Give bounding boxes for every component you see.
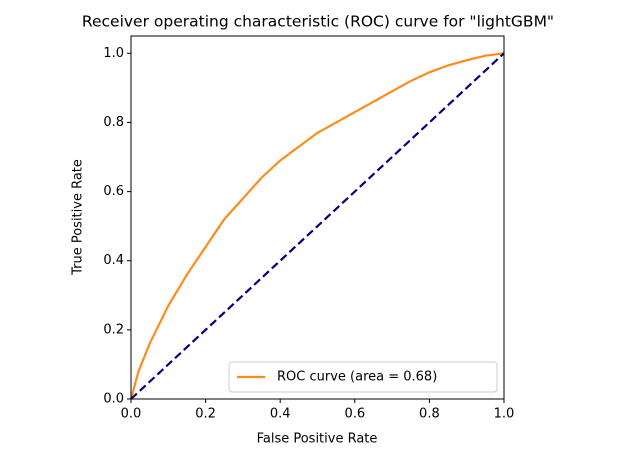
y-tick-label: 0.8	[103, 115, 124, 130]
y-tick-label: 0.6	[103, 184, 124, 199]
x-tick-label: 0.2	[195, 407, 216, 422]
x-axis-label: False Positive Rate	[257, 432, 378, 447]
x-tick-label: 0.0	[121, 407, 142, 422]
x-tick-label: 0.6	[344, 407, 365, 422]
series-line	[129, 52, 505, 400]
legend-box	[228, 361, 498, 393]
y-tick-label: 0.4	[103, 253, 124, 268]
legend-label: ROC curve (area = 0.68)	[277, 370, 437, 385]
y-tick-label: 1.0	[103, 46, 124, 61]
plot-frame	[130, 35, 505, 400]
x-tick-label: 0.8	[419, 407, 440, 422]
y-tick-label: 0.2	[103, 322, 124, 337]
x-tick-label: 1.0	[494, 407, 515, 422]
y-tick-label: 0.0	[103, 392, 124, 407]
x-tick-label: 0.4	[270, 407, 291, 422]
y-axis-label: True Positive Rate	[71, 159, 86, 276]
chart-title: Receiver operating characteristic (ROC) …	[82, 13, 554, 31]
series-line	[130, 52, 505, 400]
